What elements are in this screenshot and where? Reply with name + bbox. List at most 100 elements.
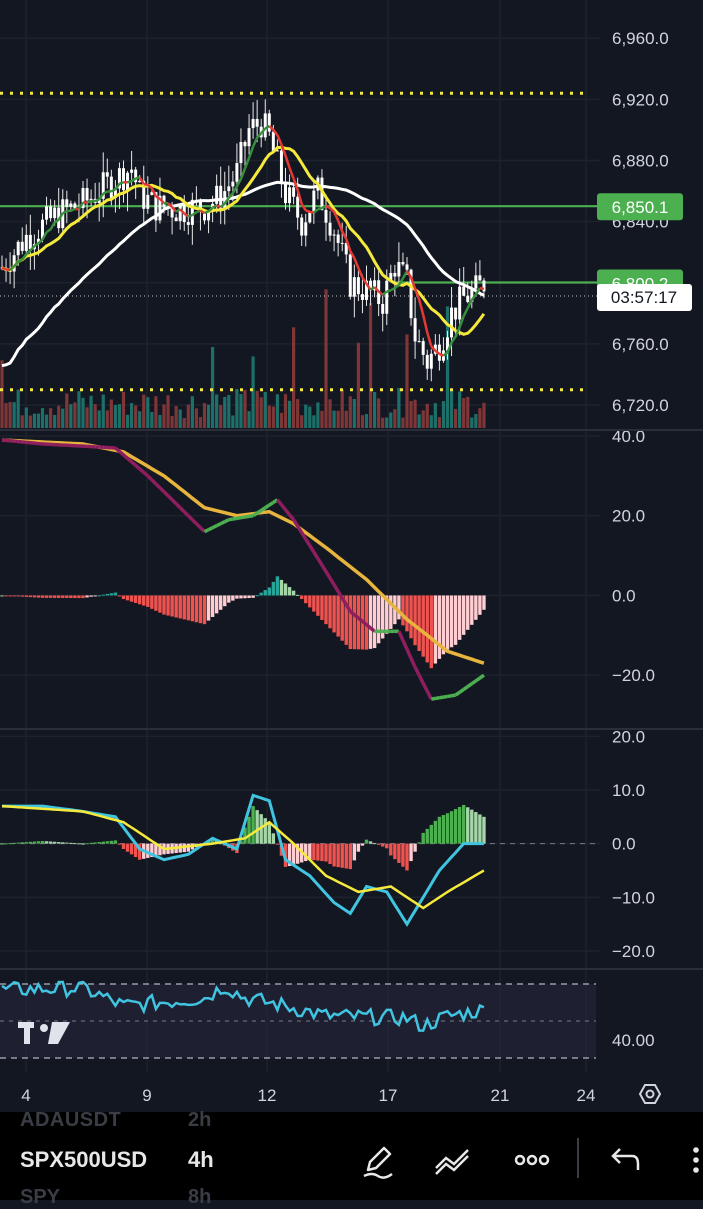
macd-histogram-bar — [434, 821, 437, 844]
volume-bar — [260, 397, 263, 428]
candle-body — [296, 197, 299, 218]
fast-line-segment — [160, 488, 164, 492]
price-tick-label: 6,920.0 — [612, 90, 669, 109]
settings-gear-icon[interactable] — [640, 1085, 660, 1103]
fast-line-segment — [334, 585, 338, 592]
histogram-bar — [65, 595, 68, 598]
price-labels: 6,850.16,800.203:57:17 — [597, 193, 692, 311]
macd-histogram-bar — [255, 810, 258, 844]
fast-line-segment — [140, 469, 144, 472]
ma-fast-segment — [6, 269, 10, 270]
overflow-menu-icon[interactable] — [676, 1140, 703, 1180]
volume-bar — [146, 397, 149, 428]
macd-histogram-bar — [272, 833, 275, 843]
more-options-icon[interactable] — [512, 1140, 552, 1180]
ma-fast-segment — [115, 184, 119, 190]
candle-body — [466, 296, 469, 302]
fast-line-segment — [136, 465, 140, 468]
volume-bar — [199, 417, 202, 428]
volume-bar — [69, 404, 72, 428]
candle-body — [29, 235, 32, 249]
panel2-tick-label: −20.0 — [612, 666, 655, 685]
macd-histogram-bar — [4, 843, 7, 844]
symbol-name[interactable]: SPX500USD — [20, 1147, 147, 1173]
histogram-bar — [219, 595, 222, 609]
histogram-bar — [146, 595, 149, 606]
x-tick-label: 21 — [491, 1086, 510, 1105]
histogram-bar — [255, 595, 258, 596]
histogram-bar — [320, 595, 323, 620]
volume-bar — [150, 412, 153, 428]
undo-icon[interactable] — [604, 1140, 644, 1180]
ma-fast-segment — [119, 182, 123, 183]
histogram-bar — [304, 595, 307, 603]
histogram-bar — [142, 595, 145, 605]
ma-fast-segment — [71, 209, 75, 211]
volume-bar — [187, 404, 190, 428]
fast-line-segment — [318, 559, 322, 565]
volume-bar — [65, 393, 68, 428]
macd-histogram-bar — [417, 842, 420, 843]
volume-bar — [385, 417, 388, 428]
fast-line-segment — [399, 631, 403, 640]
macd-histogram-bar — [114, 840, 117, 843]
interval-ghost-below[interactable]: 8h — [188, 1186, 211, 1209]
price-axis: 6,960.06,920.06,880.06,840.06,800.06,760… — [612, 29, 669, 1050]
fast-line-segment — [249, 516, 253, 517]
macd-histogram-bar — [276, 844, 279, 845]
histogram-bar — [45, 595, 48, 597]
candle-body — [244, 142, 247, 146]
volume-bar — [231, 415, 234, 428]
trend-line-tool-icon[interactable] — [432, 1140, 472, 1180]
histogram-bar — [118, 595, 121, 596]
panel3-tick-label: 0.0 — [612, 835, 636, 854]
panel2-tick-label: 20.0 — [612, 507, 645, 526]
panel3-tick-label: −20.0 — [612, 942, 655, 961]
macd-histogram-bar — [320, 844, 323, 861]
symbol-ghost-below[interactable]: SPY — [20, 1186, 60, 1209]
interval-label[interactable]: 4h — [188, 1147, 214, 1173]
macd-histogram-bar — [328, 844, 331, 864]
macd-histogram-bar — [69, 843, 72, 844]
candle-body — [175, 217, 178, 221]
histogram-bar — [21, 595, 24, 596]
volume-bar — [110, 400, 113, 428]
histogram-bar — [409, 595, 412, 638]
volume-bar — [377, 398, 380, 428]
volume-bar — [239, 394, 242, 428]
candle-body — [272, 132, 275, 151]
macd-histogram-bar — [369, 841, 372, 843]
candle-body — [179, 205, 182, 221]
histogram-bar — [332, 595, 335, 632]
volume-bar — [430, 415, 433, 428]
draw-pen-icon[interactable] — [358, 1140, 398, 1180]
histogram-bar — [458, 595, 461, 639]
fast-line-segment — [322, 565, 326, 571]
interval-ghost-above[interactable]: 2h — [188, 1109, 211, 1132]
symbol-ghost-above[interactable]: ADAUSDT — [20, 1109, 121, 1132]
histogram-bar — [328, 595, 331, 628]
histogram-bar — [41, 595, 44, 597]
volume-bar — [4, 403, 7, 428]
histogram-bar — [292, 591, 295, 596]
macd-histogram-bar — [126, 844, 129, 852]
candle-body — [25, 235, 28, 251]
histogram-bar — [134, 595, 137, 603]
ma-fast-segment — [286, 156, 290, 168]
volume-bar — [268, 406, 271, 428]
ma-fast-segment — [395, 285, 399, 288]
volume-bar — [292, 327, 295, 428]
candle-body — [304, 222, 307, 235]
ma-fast-segment — [439, 354, 443, 356]
histogram-bar — [260, 593, 263, 596]
macd-histogram-bar — [332, 844, 335, 867]
fast-line-segment — [168, 496, 172, 500]
x-tick-label: 9 — [142, 1086, 151, 1105]
chart-canvas[interactable]: 6,960.06,920.06,880.06,840.06,800.06,760… — [0, 0, 703, 1112]
countdown-text: 03:57:17 — [611, 288, 677, 307]
fast-line-segment — [314, 552, 318, 558]
volume-bars — [0, 289, 485, 428]
histogram-bar — [268, 587, 271, 595]
volume-bar — [361, 415, 364, 428]
candle-body — [248, 128, 251, 146]
